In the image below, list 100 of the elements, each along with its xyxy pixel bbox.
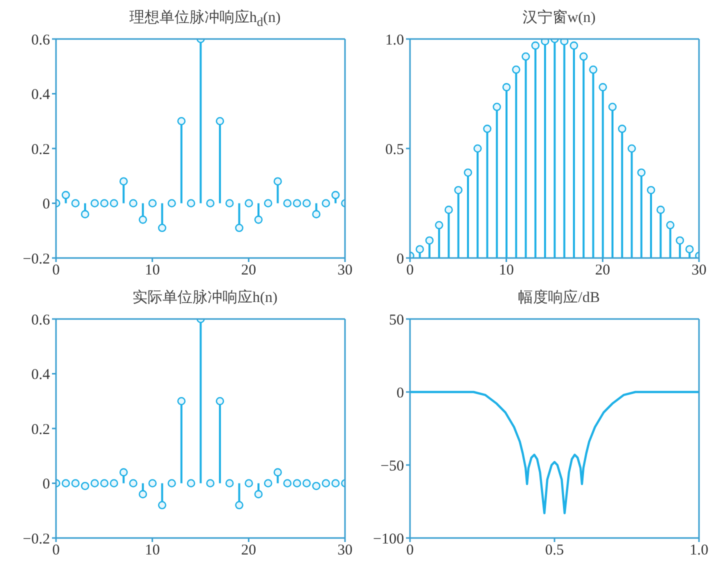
point [216,396,224,406]
point [100,479,108,488]
point [656,206,665,214]
point [302,199,311,208]
y-tick-label: −50 [380,458,404,474]
point [90,199,99,208]
point [685,245,694,254]
point [274,468,282,476]
point [138,490,148,498]
y-tick-label: 0.6 [31,32,50,48]
y-tick-label: 0 [42,196,50,213]
point [646,186,656,194]
point [331,190,340,200]
point [454,186,462,194]
point [608,102,617,112]
point [331,479,340,488]
y-tick-label: 0 [396,385,404,402]
point [244,199,253,208]
x-tick-label: 30 [692,262,706,279]
y-tick-label: 0.6 [31,312,50,328]
point [186,479,196,488]
y-tick-label: 0.4 [31,367,50,384]
point [264,479,272,488]
point [71,199,80,208]
point [235,501,244,510]
point [512,66,520,74]
point [531,41,540,50]
y-tick-label: 0.4 [31,87,50,104]
point [292,199,302,208]
point [148,479,157,488]
point [522,52,530,61]
point [62,479,70,488]
point [598,83,607,92]
point [322,199,330,208]
point [71,479,80,488]
y-tick-label: 0.2 [31,422,50,438]
point [110,199,118,208]
point [502,83,511,92]
point [158,501,166,510]
point [177,116,186,126]
x-tick-label: 0.5 [545,542,564,559]
point [80,482,90,490]
point [138,216,148,224]
point [464,168,472,177]
point [119,468,128,476]
point [254,216,263,224]
point [225,479,234,488]
point [100,199,108,208]
point [483,124,492,133]
point [158,224,166,232]
point [676,236,684,245]
point [264,199,272,208]
point [283,199,292,208]
chart-title: 汉宁窗w(n) [521,8,597,28]
point [148,199,157,208]
point [312,210,320,218]
point [90,479,99,488]
point [186,199,196,208]
point [254,490,263,498]
point [292,479,302,488]
point [302,479,311,488]
point [473,144,482,153]
point [322,479,330,488]
point [589,66,598,74]
y-tick-label: 0.2 [31,142,50,158]
y-tick-label: −0.2 [22,251,50,268]
point [129,199,138,208]
x-tick-label: 1.0 [690,542,708,559]
line-series [410,390,699,514]
point [206,199,214,208]
x-tick-label: 30 [338,262,352,279]
point [235,224,244,232]
y-tick-label: 0.5 [385,142,404,158]
point [168,199,176,208]
y-tick-label: −0.2 [22,531,50,548]
point [560,39,568,46]
x-tick-label: 20 [241,262,256,279]
chart-title: 幅度响应/dB [517,288,601,308]
chart-title: 实际单位脉冲响应h(n) [132,288,278,308]
y-tick-label: 0 [42,476,50,493]
point [618,124,626,133]
y-tick-label: 50 [389,312,404,328]
point [570,41,578,50]
point [177,396,186,406]
y-tick-label: 0 [396,251,404,268]
point [312,482,320,490]
point [119,177,128,186]
point [129,479,138,488]
point [216,116,224,126]
point [206,479,214,488]
point [225,199,234,208]
chart-title: 理想单位脉冲响应h$_{d}$(n) [128,8,282,29]
y-tick-label: −100 [373,531,404,548]
point [274,177,282,186]
x-tick-label: 10 [498,262,514,279]
x-tick-label: 20 [241,542,256,559]
point [80,210,90,218]
x-tick-label: 10 [144,262,160,279]
point [110,479,118,488]
point [492,102,502,112]
